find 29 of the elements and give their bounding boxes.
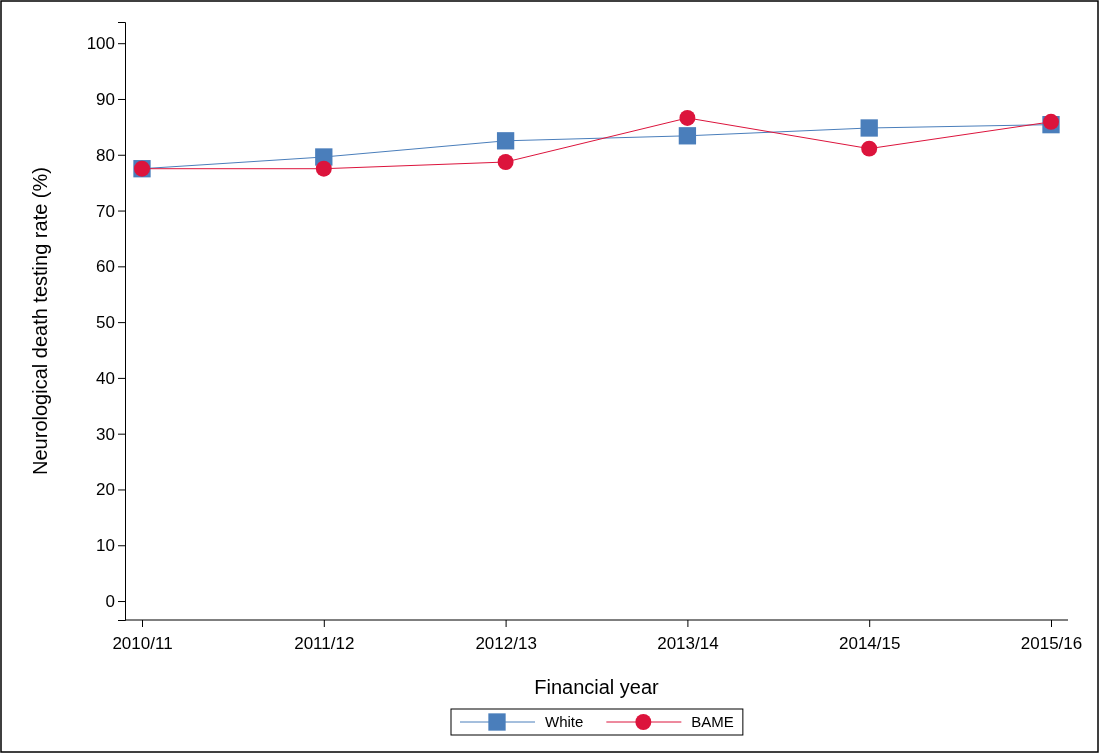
x-axis-title: Financial year — [534, 676, 660, 698]
y-axis-title: Neurological death testing rate (%) — [29, 167, 51, 475]
x-tick-label: 2013/14 — [657, 633, 719, 653]
x-tick-label: 2015/16 — [1020, 633, 1083, 653]
point — [861, 140, 878, 157]
point — [497, 154, 514, 170]
point — [315, 160, 332, 177]
point — [496, 132, 515, 150]
y-tick-label: 30 — [96, 424, 115, 444]
y-tick-label: 90 — [96, 89, 115, 109]
legend-label: White — [545, 713, 584, 730]
y-tick-label: 40 — [96, 368, 115, 388]
point — [679, 109, 696, 126]
y-tick-label: 10 — [96, 536, 115, 556]
x-tick-label: 2010/11 — [112, 633, 173, 653]
point — [1043, 113, 1059, 130]
y-tick-label: 0 — [105, 591, 115, 611]
x-tick-label: 2011/12 — [294, 633, 355, 653]
y-tick-label: 80 — [96, 145, 115, 165]
y-tick-label: 20 — [96, 480, 115, 500]
y-tick-label: 100 — [86, 34, 115, 54]
legend-label: BAME — [691, 713, 734, 730]
y-tick-label: 60 — [96, 257, 115, 277]
y-tick-label: 50 — [96, 313, 115, 333]
x-tick-label: 2014/15 — [838, 633, 901, 653]
point — [678, 127, 697, 145]
y-tick-label: 70 — [96, 201, 115, 221]
point — [860, 119, 878, 137]
x-tick-label: 2012/13 — [475, 633, 537, 653]
